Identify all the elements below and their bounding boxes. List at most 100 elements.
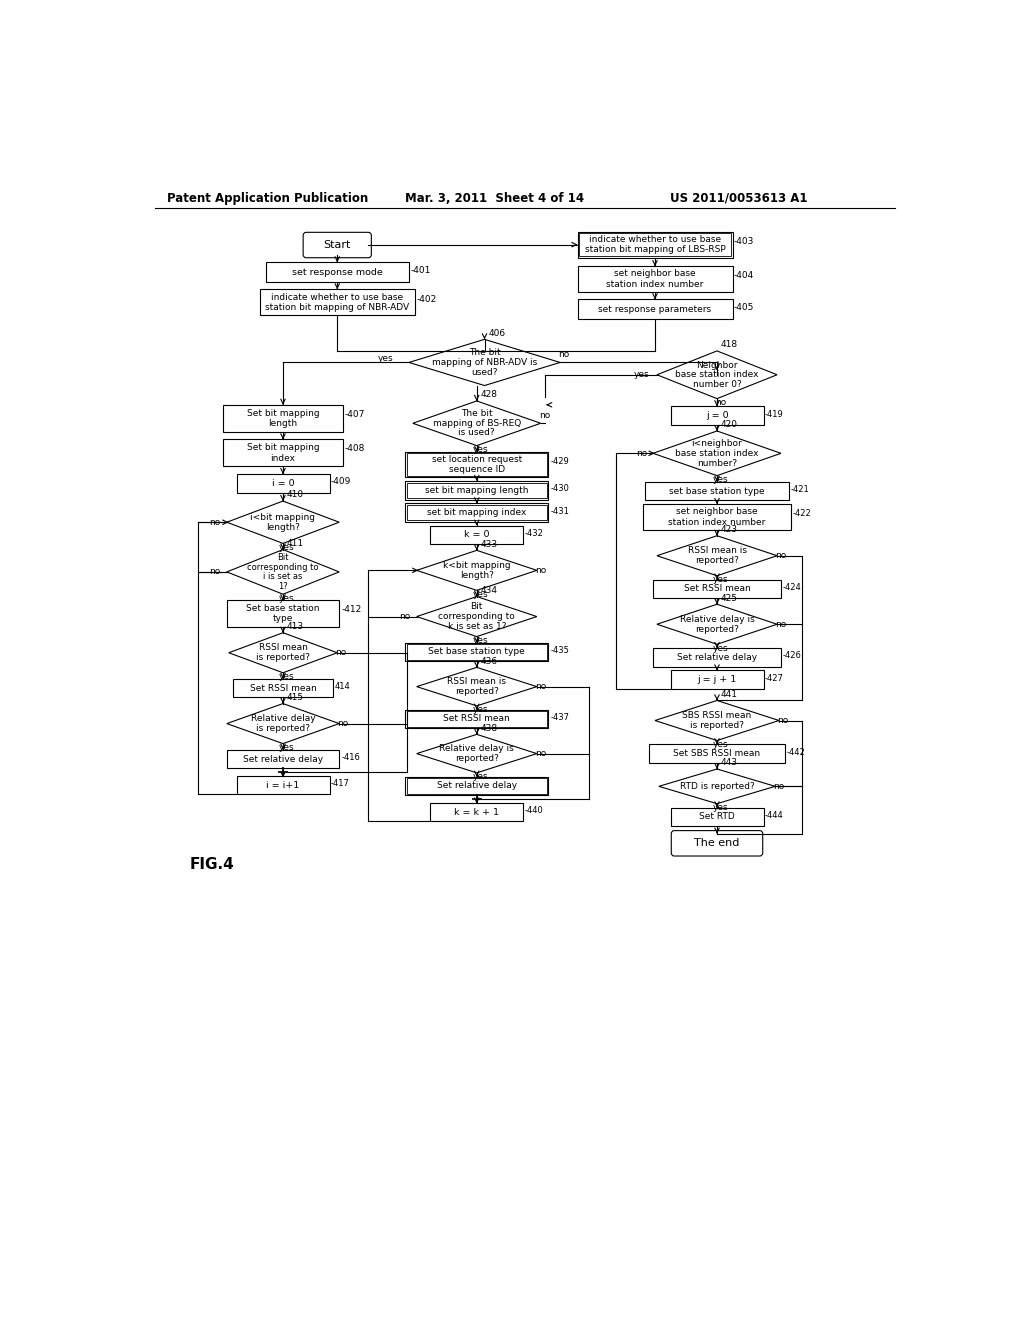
Text: Set base station
type: Set base station type <box>246 603 319 623</box>
FancyBboxPatch shape <box>430 803 523 821</box>
Text: -435: -435 <box>550 645 569 655</box>
Text: -407: -407 <box>345 409 366 418</box>
Polygon shape <box>655 701 779 741</box>
FancyBboxPatch shape <box>643 504 791 529</box>
Text: Set SBS RSSI mean: Set SBS RSSI mean <box>674 750 761 758</box>
Text: -427: -427 <box>765 673 784 682</box>
Text: 415: 415 <box>287 693 304 702</box>
Text: no: no <box>636 449 647 458</box>
Polygon shape <box>417 734 537 774</box>
Text: Set bit mapping
index: Set bit mapping index <box>247 444 319 462</box>
FancyBboxPatch shape <box>671 671 764 689</box>
Text: k = 0: k = 0 <box>464 531 489 540</box>
Text: Relative delay
is reported?: Relative delay is reported? <box>251 714 315 733</box>
FancyBboxPatch shape <box>226 750 339 768</box>
FancyBboxPatch shape <box>260 289 415 315</box>
Text: yes: yes <box>713 644 729 652</box>
FancyBboxPatch shape <box>578 300 732 319</box>
FancyBboxPatch shape <box>407 453 547 475</box>
Polygon shape <box>417 550 537 590</box>
Text: -437: -437 <box>550 713 569 722</box>
Text: yes: yes <box>473 636 488 645</box>
Text: -419: -419 <box>765 409 783 418</box>
Text: SBS RSSI mean
is reported?: SBS RSSI mean is reported? <box>682 711 752 730</box>
Text: Set RSSI mean: Set RSSI mean <box>250 684 316 693</box>
Text: no: no <box>773 781 784 791</box>
Text: Set relative delay: Set relative delay <box>677 653 757 661</box>
Polygon shape <box>413 401 541 446</box>
Text: -429: -429 <box>550 457 569 466</box>
FancyBboxPatch shape <box>265 263 409 282</box>
Text: -401: -401 <box>411 265 431 275</box>
Text: no: no <box>775 620 786 628</box>
Text: yes: yes <box>280 672 295 681</box>
FancyBboxPatch shape <box>578 267 732 292</box>
Text: The bit
mapping of NBR-ADV is
used?: The bit mapping of NBR-ADV is used? <box>432 348 538 376</box>
Text: -424: -424 <box>783 583 802 591</box>
FancyBboxPatch shape <box>223 440 343 466</box>
Text: yes: yes <box>280 594 295 602</box>
FancyBboxPatch shape <box>223 405 343 432</box>
Text: -405: -405 <box>734 302 755 312</box>
Polygon shape <box>226 502 339 544</box>
Text: Set relative delay: Set relative delay <box>243 755 323 763</box>
Text: set response parameters: set response parameters <box>598 305 712 314</box>
Text: yes: yes <box>634 371 649 379</box>
FancyBboxPatch shape <box>406 480 549 499</box>
FancyBboxPatch shape <box>407 779 547 793</box>
FancyBboxPatch shape <box>406 503 549 521</box>
Text: i<bit mapping
length?: i<bit mapping length? <box>251 513 315 532</box>
FancyBboxPatch shape <box>671 808 764 826</box>
Text: 425: 425 <box>721 594 738 602</box>
Text: -404: -404 <box>734 271 755 280</box>
Text: Mar. 3, 2011  Sheet 4 of 14: Mar. 3, 2011 Sheet 4 of 14 <box>406 191 585 205</box>
Text: j = j + 1: j = j + 1 <box>697 676 736 684</box>
Text: yes: yes <box>473 445 488 454</box>
Text: 410: 410 <box>287 491 304 499</box>
FancyBboxPatch shape <box>407 506 547 520</box>
Polygon shape <box>657 351 777 399</box>
Text: indicate whether to use base
station bit mapping of NBR-ADV: indicate whether to use base station bit… <box>265 293 410 312</box>
Text: Start: Start <box>324 240 351 249</box>
Text: -402: -402 <box>417 294 436 304</box>
Text: -421: -421 <box>791 484 809 494</box>
Text: Neighbor
base station index
number 0?: Neighbor base station index number 0? <box>675 360 759 389</box>
Text: 433: 433 <box>480 540 498 549</box>
Text: FIG.4: FIG.4 <box>190 857 234 873</box>
Text: i<neighbor
base station index
number?: i<neighbor base station index number? <box>675 440 759 467</box>
Text: 423: 423 <box>721 525 738 535</box>
Polygon shape <box>658 770 775 804</box>
FancyBboxPatch shape <box>406 643 549 661</box>
FancyBboxPatch shape <box>653 579 781 598</box>
Text: US 2011/0053613 A1: US 2011/0053613 A1 <box>671 191 808 205</box>
Text: set bit mapping length: set bit mapping length <box>425 486 528 495</box>
Text: no: no <box>539 411 550 420</box>
Text: RTD is reported?: RTD is reported? <box>680 781 755 791</box>
Text: -430: -430 <box>550 484 569 494</box>
Text: -444: -444 <box>765 810 783 820</box>
Text: yes: yes <box>473 705 488 714</box>
Text: -409: -409 <box>331 478 351 486</box>
Text: set response mode: set response mode <box>292 268 383 277</box>
Text: Set RTD: Set RTD <box>699 812 735 821</box>
Text: j = 0: j = 0 <box>706 411 728 420</box>
FancyBboxPatch shape <box>237 474 330 492</box>
Text: yes: yes <box>473 590 488 599</box>
FancyBboxPatch shape <box>653 648 781 667</box>
Text: -417: -417 <box>331 779 350 788</box>
Polygon shape <box>226 704 339 743</box>
Text: Bit
corresponding to
i is set as
1?: Bit corresponding to i is set as 1? <box>247 553 318 591</box>
Text: Relative delay is
reported?: Relative delay is reported? <box>680 615 755 634</box>
Text: yes: yes <box>713 741 729 748</box>
Text: RSSI mean is
reported?: RSSI mean is reported? <box>687 546 746 565</box>
Text: -422: -422 <box>793 510 811 517</box>
Text: set bit mapping index: set bit mapping index <box>427 508 526 517</box>
FancyBboxPatch shape <box>645 482 788 500</box>
Text: -403: -403 <box>734 238 755 246</box>
Text: yes: yes <box>280 543 295 552</box>
Text: set base station type: set base station type <box>670 487 765 495</box>
Text: -412: -412 <box>341 605 361 614</box>
FancyBboxPatch shape <box>406 451 549 478</box>
Text: no: no <box>715 399 726 407</box>
Text: no: no <box>536 566 547 574</box>
